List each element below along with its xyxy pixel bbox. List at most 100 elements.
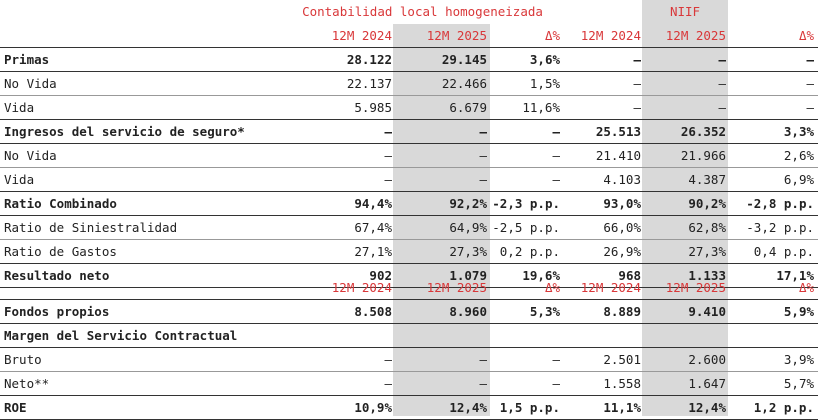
row-label: No Vida xyxy=(4,76,57,91)
col-header: 12M 2025 xyxy=(665,280,726,295)
period-header-row-2: 12M 2024 12M 2025 Δ% 12M 2024 12M 2025 Δ… xyxy=(0,276,818,300)
table-row: Ratio de Siniestralidad 67,4% 64,9% -2,5 p.… xyxy=(0,216,818,240)
cell-value: 26,9% xyxy=(603,244,641,259)
cell-value: 9.410 xyxy=(688,304,726,319)
cell-value: 22.137 xyxy=(346,76,392,91)
row-label: Margen del Servicio Contractual xyxy=(4,328,238,343)
col-header: 12M 2024 xyxy=(331,28,392,43)
col-header: 12M 2025 xyxy=(665,28,726,43)
period-header-row-1: 12M 2024 12M 2025 Δ% 12M 2024 12M 2025 Δ… xyxy=(0,24,818,48)
cell-value: – xyxy=(552,352,560,367)
cell-value: -2,5 p.p. xyxy=(492,220,560,235)
cell-value: 1.079 xyxy=(449,268,487,283)
cell-value: 11,6% xyxy=(522,100,560,115)
cell-value: 12,4% xyxy=(688,400,726,415)
row-divider xyxy=(0,167,818,168)
cell-value: 94,4% xyxy=(354,196,392,211)
cell-value: 27,3% xyxy=(688,244,726,259)
cell-value: – xyxy=(479,352,487,367)
cell-value: – xyxy=(384,124,392,139)
cell-value: 6.679 xyxy=(449,100,487,115)
cell-value: 2.501 xyxy=(603,352,641,367)
cell-value: 67,4% xyxy=(354,220,392,235)
cell-value: 1,2 p.p. xyxy=(753,400,814,415)
cell-value: – xyxy=(479,172,487,187)
row-divider xyxy=(0,191,818,193)
shade-local-2025 xyxy=(393,24,490,416)
shade-niif-2025 xyxy=(642,0,728,416)
row-label: Ingresos del servicio de seguro* xyxy=(4,124,245,139)
cell-value: – xyxy=(479,376,487,391)
row-label: Resultado neto xyxy=(4,268,110,283)
cell-value: – xyxy=(718,100,726,115)
cell-value: 902 xyxy=(369,268,392,283)
cell-value xyxy=(729,324,814,348)
cell-value: 4.103 xyxy=(603,172,641,187)
cell-value: – xyxy=(633,100,641,115)
cell-value: 19,6% xyxy=(522,268,560,283)
row-label: Fondos propios xyxy=(4,304,110,319)
cell-value: 1,5 p.p. xyxy=(499,400,560,415)
row-divider xyxy=(0,119,818,121)
cell-value: 62,8% xyxy=(688,220,726,235)
col-header: 12M 2024 xyxy=(580,280,641,295)
table-row: Resultado neto 902 1.079 19,6% 968 1.133 17,1% xyxy=(0,264,818,288)
cell-value xyxy=(490,324,560,348)
cell-value: 6,9% xyxy=(783,172,814,187)
cell-value: 27,1% xyxy=(354,244,392,259)
table-row: Neto** – – – 1.558 1.647 5,7% xyxy=(0,372,818,396)
header-divider xyxy=(0,47,818,49)
row-divider xyxy=(0,287,818,289)
cell-value: – xyxy=(479,148,487,163)
header-niif: NIIF xyxy=(669,4,701,19)
cell-value: 11,1% xyxy=(603,400,641,415)
row-divider xyxy=(0,323,818,325)
cell-value: – xyxy=(552,148,560,163)
cell-value: 29.145 xyxy=(441,52,487,67)
cell-value: 1.133 xyxy=(688,268,726,283)
row-label: No Vida xyxy=(4,148,57,163)
cell-value: 968 xyxy=(618,268,641,283)
cell-value: -3,2 p.p. xyxy=(746,220,814,235)
cell-value: 93,0% xyxy=(603,196,641,211)
cell-value: – xyxy=(633,76,641,91)
cell-value: 2,6% xyxy=(783,148,814,163)
table-row: Bruto – – – 2.501 2.600 3,9% xyxy=(0,348,818,372)
cell-value: 92,2% xyxy=(449,196,487,211)
row-divider xyxy=(0,239,818,240)
table-row: Vida 5.985 6.679 11,6% – – – xyxy=(0,96,818,120)
cell-value: 17,1% xyxy=(776,268,814,283)
cell-value: 25.513 xyxy=(595,124,641,139)
cell-value: – xyxy=(806,100,814,115)
row-label: Ratio Combinado xyxy=(4,196,117,211)
cell-value: – xyxy=(552,376,560,391)
cell-value: 8.889 xyxy=(603,304,641,319)
cell-value: 22.466 xyxy=(441,76,487,91)
cell-value: – xyxy=(384,376,392,391)
col-header: Δ% xyxy=(544,280,560,295)
cell-value: 28.122 xyxy=(346,52,392,67)
cell-value: – xyxy=(718,76,726,91)
cell-value: 26.352 xyxy=(680,124,726,139)
cell-value: 3,6% xyxy=(529,52,560,67)
cell-value: 21.410 xyxy=(595,148,641,163)
cell-value: 1,5% xyxy=(529,76,560,91)
table-row: Ingresos del servicio de seguro* – – – 25.51… xyxy=(0,120,818,144)
row-label: Neto** xyxy=(4,376,50,391)
col-header: 12M 2025 xyxy=(426,28,487,43)
col-header: Δ% xyxy=(798,28,814,43)
row-divider xyxy=(0,395,818,397)
row-label: Bruto xyxy=(4,352,42,367)
cell-value: 1.558 xyxy=(603,376,641,391)
cell-value: – xyxy=(552,124,560,139)
cell-value: -2,3 p.p. xyxy=(492,196,560,211)
row-divider xyxy=(0,95,818,96)
row-label: Primas xyxy=(4,52,50,67)
col-header: Δ% xyxy=(544,28,560,43)
cell-value: 3,9% xyxy=(783,352,814,367)
row-divider xyxy=(0,215,818,217)
cell-value xyxy=(563,324,641,348)
cell-value: 27,3% xyxy=(449,244,487,259)
row-label: Ratio de Siniestralidad xyxy=(4,220,178,235)
cell-value: 2.600 xyxy=(688,352,726,367)
